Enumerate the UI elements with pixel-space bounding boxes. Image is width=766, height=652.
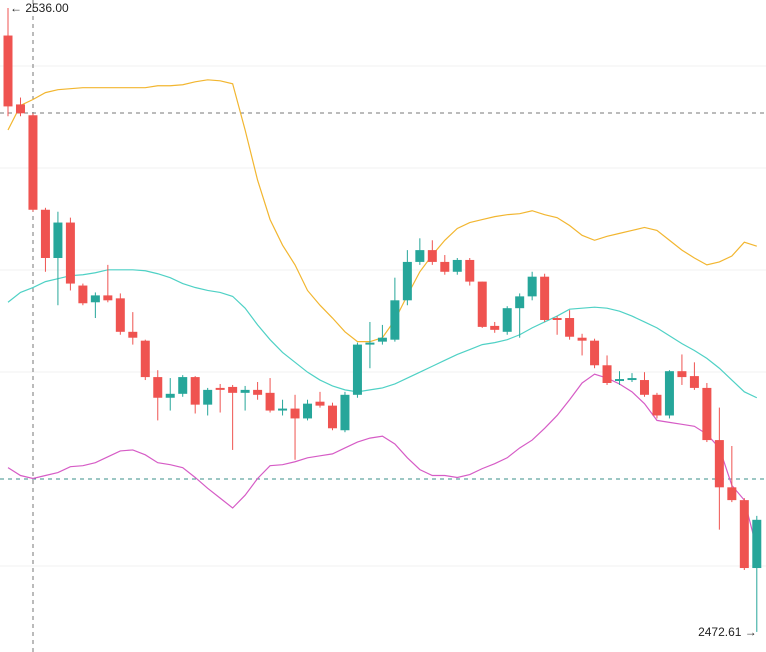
candle-body	[128, 331, 138, 338]
candle-body	[390, 300, 400, 340]
candle-body	[577, 337, 587, 341]
candle-body	[315, 401, 325, 406]
candle-body	[115, 298, 125, 332]
candle-body	[140, 340, 150, 378]
candle-body	[664, 371, 674, 416]
candle-body	[78, 285, 88, 304]
candle-body	[278, 408, 288, 411]
candle-body	[352, 344, 362, 395]
candle-body	[602, 365, 612, 383]
candle-body	[153, 377, 163, 398]
candle-body	[502, 308, 512, 332]
candle-body	[465, 259, 475, 282]
candle-body	[689, 376, 699, 388]
candle-body	[590, 340, 600, 366]
candle-body	[490, 325, 500, 330]
candle-body	[103, 295, 113, 301]
candle-body	[265, 392, 275, 411]
candle-body	[340, 394, 350, 431]
candle-body	[28, 115, 38, 210]
candle-body	[3, 35, 13, 107]
candle-body	[253, 389, 263, 395]
candle-body	[727, 487, 737, 501]
candle-body	[752, 519, 762, 569]
candle-body	[702, 387, 712, 441]
candle-body	[165, 393, 175, 398]
candle-body	[65, 222, 75, 284]
price-annotation: 2472.61 →	[698, 625, 757, 639]
candle-body	[627, 378, 637, 381]
candle-body	[639, 380, 649, 395]
candle-body	[540, 276, 550, 320]
candle-body	[203, 389, 213, 405]
candle-body	[377, 337, 387, 342]
candle-body	[415, 250, 425, 262]
candle-body	[615, 379, 625, 382]
candle-body	[90, 295, 100, 303]
candle-body	[477, 281, 487, 327]
candle-body	[290, 408, 300, 419]
candle-body	[565, 318, 575, 337]
candle-body	[15, 104, 25, 114]
candle-body	[215, 387, 225, 390]
candle-body	[515, 296, 525, 309]
candle-body	[427, 250, 437, 262]
candle-body	[527, 276, 537, 297]
candle-body	[652, 394, 662, 416]
band-line	[7, 373, 758, 549]
candle-body	[552, 318, 562, 320]
candle-body	[327, 405, 337, 429]
band-line	[7, 269, 758, 399]
candle-body	[228, 386, 238, 393]
candle-body	[440, 261, 450, 272]
candle-body	[240, 389, 250, 393]
candle-body	[452, 259, 462, 272]
candle-body	[714, 440, 724, 488]
candle-body	[677, 371, 687, 378]
candle-body	[402, 261, 412, 301]
candle-body	[178, 377, 188, 394]
grid	[0, 65, 766, 567]
candle-body	[53, 222, 63, 258]
candle-body	[303, 403, 313, 419]
price-annotation: ← 2536.00	[10, 1, 69, 15]
candle-body	[40, 209, 50, 258]
candle-body	[365, 342, 375, 345]
candle-body	[190, 377, 200, 405]
candle-body	[739, 500, 749, 569]
